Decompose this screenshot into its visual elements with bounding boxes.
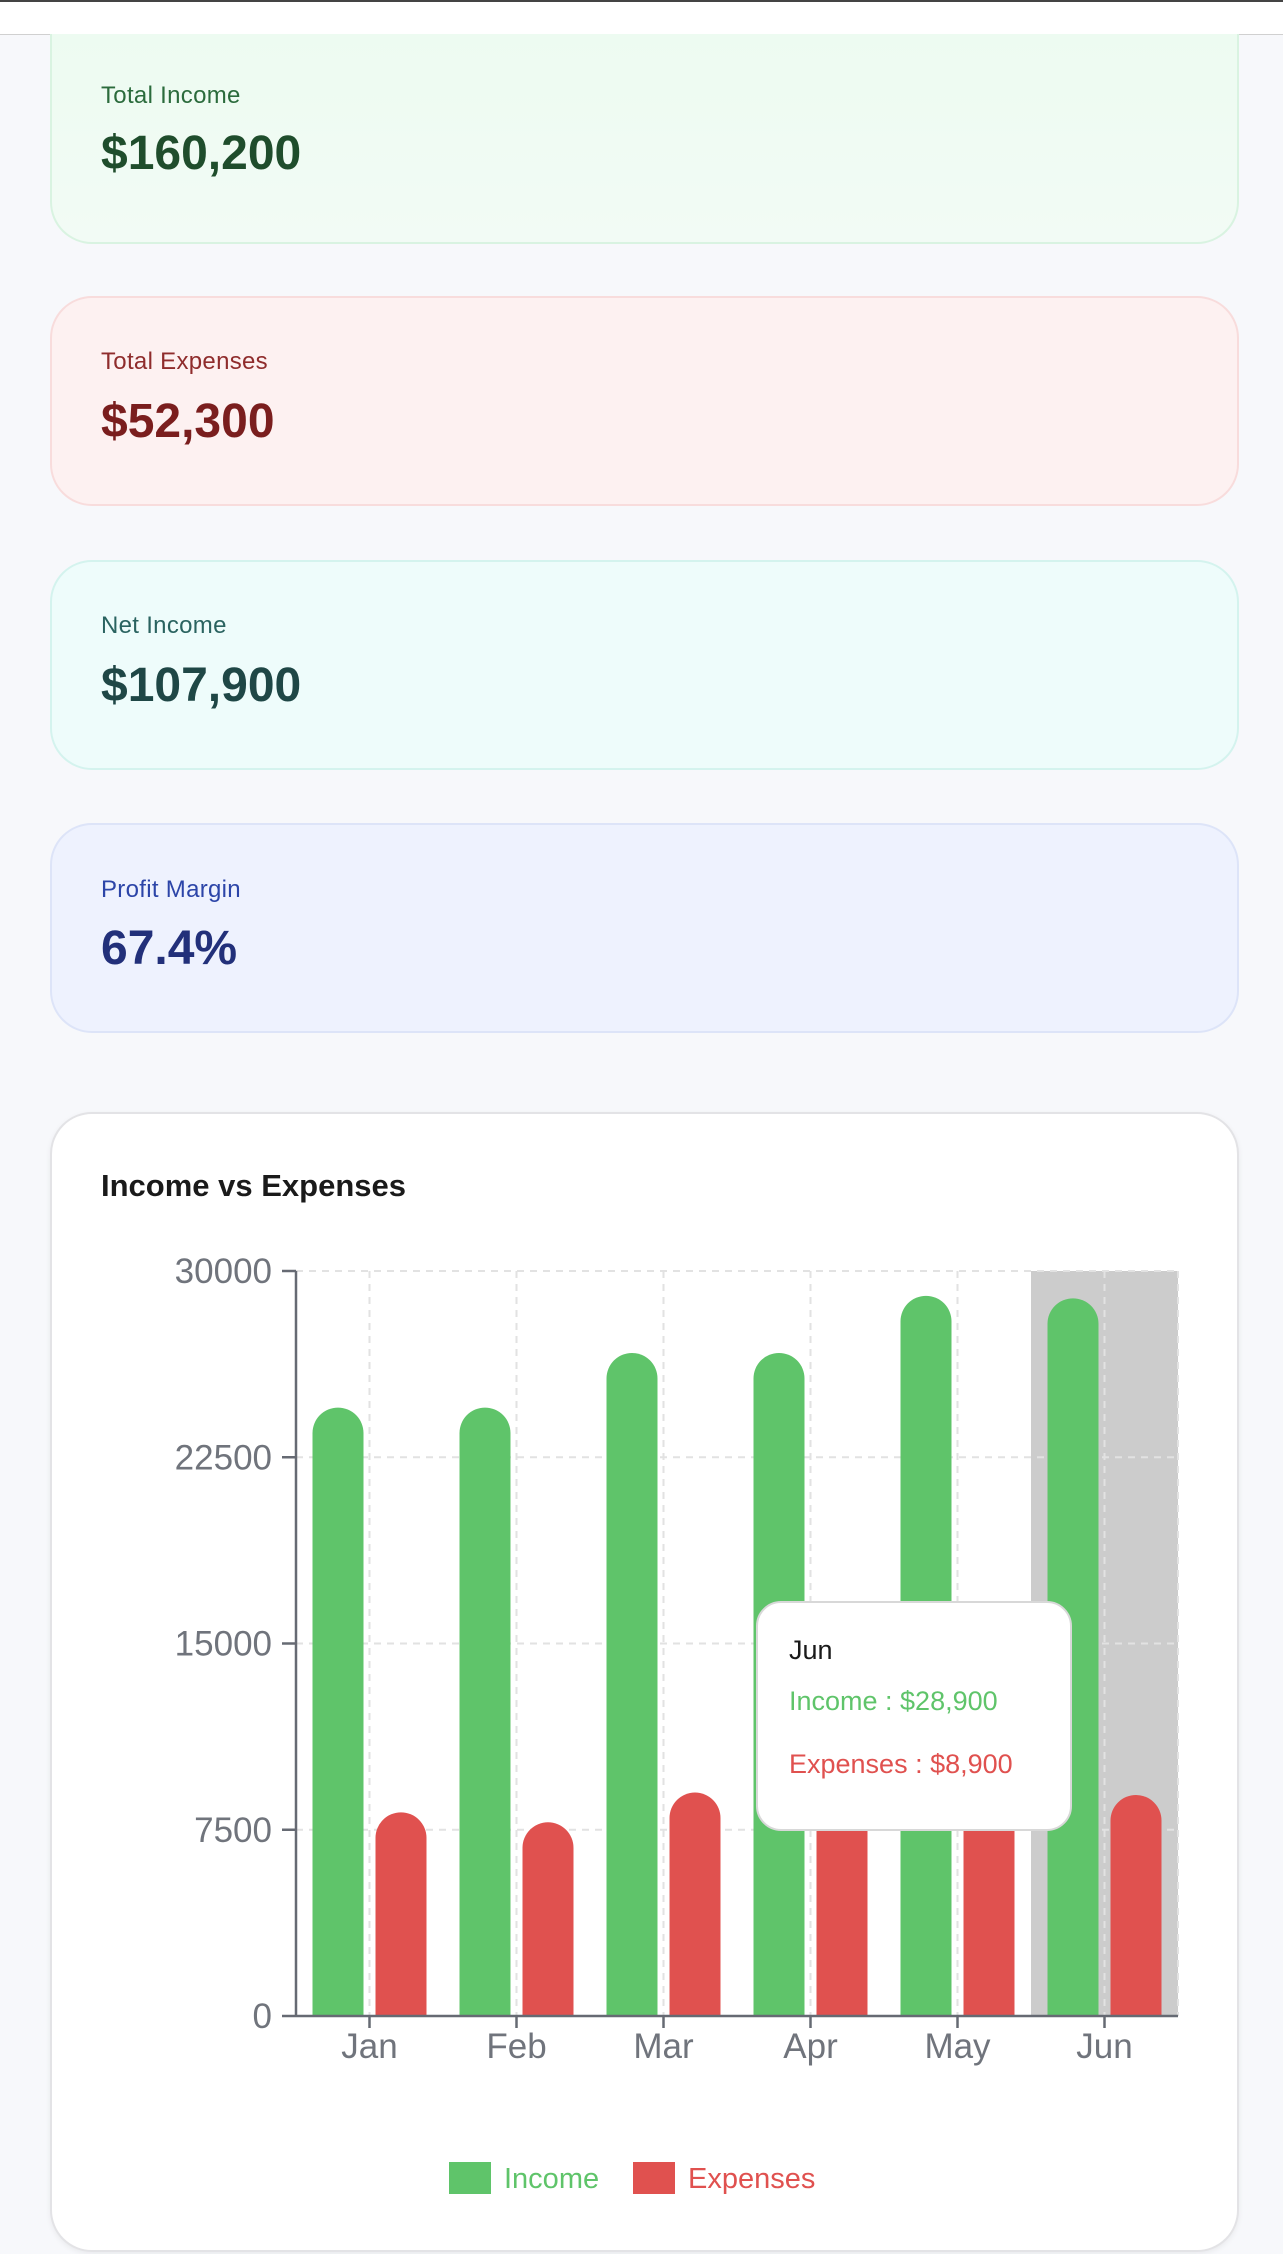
legend-swatch-expenses [633, 2162, 675, 2194]
income-bar-jun[interactable] [1047, 1298, 1099, 2016]
top-bar [0, 0, 1283, 35]
legend-swatch-income [449, 2162, 491, 2194]
card-value: $52,300 [101, 395, 275, 448]
y-tick-label: 22500 [175, 1438, 272, 1477]
y-tick-label: 15000 [175, 1625, 272, 1664]
expenses-bar-mar[interactable] [669, 1792, 721, 2017]
card-label: Net Income [101, 612, 227, 639]
expenses-bar-may[interactable] [963, 1799, 1015, 2016]
tooltip-title: Jun [789, 1635, 833, 1665]
net-income-card: Net Income $107,900 [50, 560, 1239, 770]
card-label: Total Income [101, 82, 241, 109]
card-label: Profit Margin [101, 876, 241, 903]
income-bar-jan[interactable] [312, 1407, 364, 2016]
profit-margin-card: Profit Margin 67.4% [50, 823, 1239, 1033]
x-tick-label: Jan [341, 2027, 397, 2066]
expenses-bar-jun[interactable] [1110, 1794, 1162, 2016]
expenses-bar-apr[interactable] [816, 1804, 868, 2016]
y-tick-label: 30000 [175, 1252, 272, 1291]
expenses-bar-feb[interactable] [522, 1822, 574, 2016]
legend-label-income[interactable]: Income [504, 2163, 599, 2195]
income-bar-feb[interactable] [459, 1407, 511, 2016]
income-bar-mar[interactable] [606, 1352, 658, 2016]
x-tick-label: May [924, 2027, 991, 2066]
bar-chart[interactable]: 0 7500 15000 22500 30000 Jan Feb Mar Apr May Jun Ju… [52, 1114, 1241, 2254]
top-border [0, 0, 1283, 2]
card-value: $160,200 [101, 127, 302, 180]
income-vs-expenses-chart-card: Income vs Expenses 0 7500 15000 22500 30000 J… [50, 1112, 1239, 2252]
x-tick-label: Feb [486, 2027, 546, 2066]
legend-label-expenses[interactable]: Expenses [688, 2163, 815, 2195]
card-label: Total Expenses [101, 348, 268, 375]
total-expenses-card: Total Expenses $52,300 [50, 296, 1239, 506]
y-tick-label: 0 [253, 1997, 272, 2036]
card-value: $107,900 [101, 659, 302, 712]
tooltip-box [756, 1601, 1072, 1831]
x-tick-label: Mar [633, 2027, 694, 2066]
x-tick-label: Jun [1076, 2027, 1132, 2066]
tooltip-line-expenses: Expenses : $8,900 [789, 1749, 1013, 1779]
x-tick-label: Apr [783, 2027, 838, 2066]
chart-title: Income vs Expenses [101, 1168, 406, 1203]
tooltip-line-income: Income : $28,900 [789, 1686, 998, 1716]
card-value: 67.4% [101, 922, 238, 975]
y-tick-label: 7500 [194, 1811, 272, 1850]
total-income-card: Total Income $160,200 [50, 34, 1239, 244]
expenses-bar-jan[interactable] [375, 1812, 427, 2016]
